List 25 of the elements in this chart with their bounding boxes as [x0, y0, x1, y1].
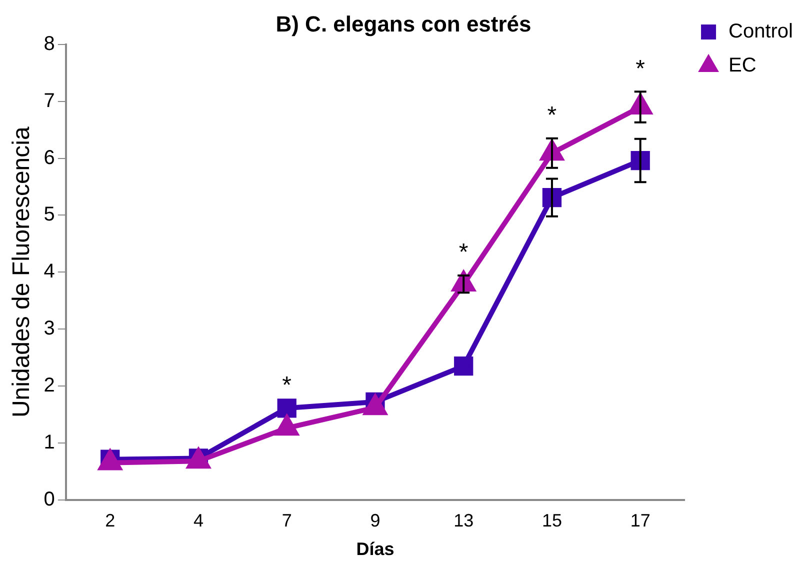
- annotation: *: [458, 239, 468, 266]
- x-tick-label: 9: [370, 510, 380, 531]
- y-tick-label: 5: [44, 204, 55, 226]
- annotation: *: [282, 372, 292, 399]
- legend-label: EC: [728, 54, 756, 77]
- annotation: *: [636, 55, 646, 82]
- y-tick-label: 8: [44, 32, 55, 55]
- x-tick-label: 13: [454, 510, 474, 531]
- y-tick-label: 7: [44, 90, 55, 112]
- x-axis-title: Días: [356, 539, 394, 560]
- x-tick-label: 2: [105, 510, 116, 531]
- annotation: *: [547, 102, 557, 129]
- chart-title: B) C. elegans con estrés: [276, 11, 532, 36]
- x-tick-label: 4: [193, 510, 204, 531]
- y-tick-label: 2: [44, 374, 55, 396]
- y-axis-title: Unidades de Fluorescencia: [8, 126, 36, 418]
- x-tick-label: 17: [630, 510, 650, 531]
- x-tick-label: 7: [282, 510, 292, 531]
- y-tick-label: 3: [44, 318, 55, 340]
- x-tick-label: 15: [542, 510, 562, 531]
- legend-label: Control: [728, 20, 794, 43]
- y-tick-label: 0: [44, 488, 55, 510]
- y-tick-label: 4: [44, 260, 55, 283]
- y-tick-label: 6: [44, 146, 55, 169]
- y-tick-label: 1: [44, 431, 55, 454]
